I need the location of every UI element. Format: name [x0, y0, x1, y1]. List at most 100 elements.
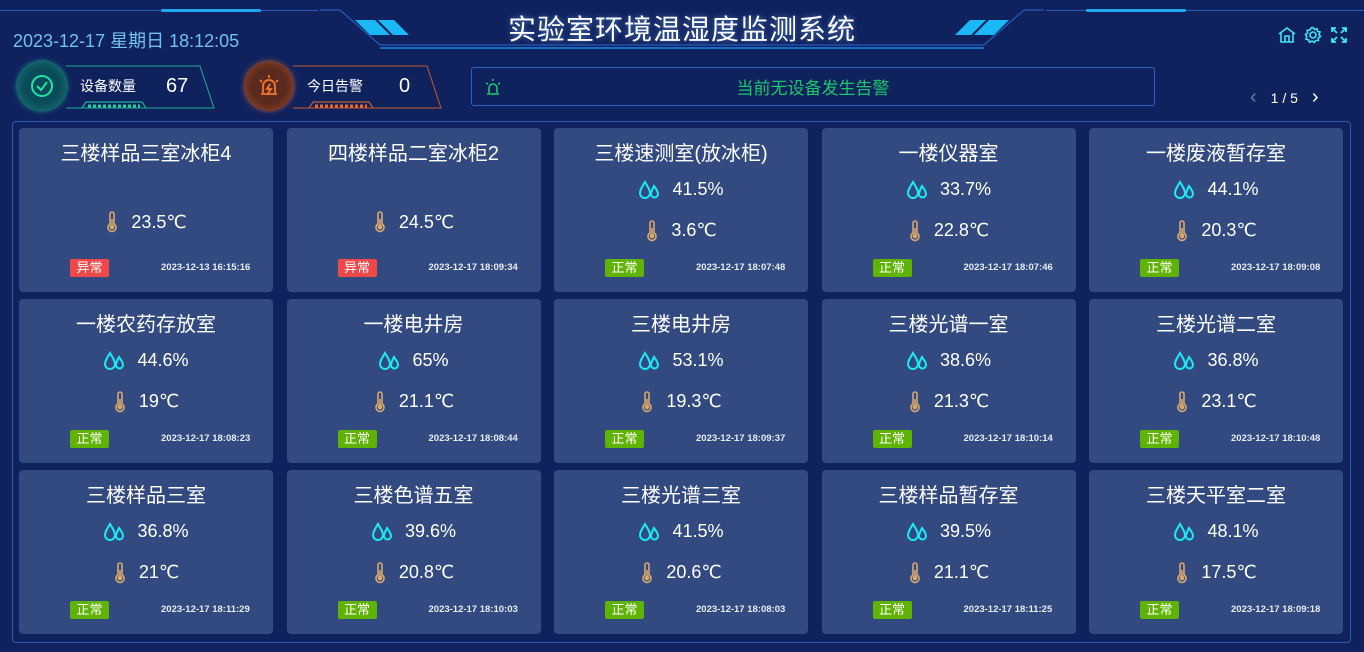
card-footer: 正常 2023-12-17 18:08:44: [287, 430, 541, 448]
thermometer-icon: [115, 561, 125, 583]
temperature-row: 21℃: [113, 561, 179, 584]
device-count-label: 设备数量: [80, 78, 136, 94]
temperature-row: 17.5℃: [1175, 561, 1257, 584]
card-footer: 正常 2023-12-17 18:10:03: [287, 601, 541, 619]
card-footer: 异常 2023-12-17 18:09:34: [287, 259, 541, 277]
prev-page-button[interactable]: ‹: [1250, 86, 1257, 108]
device-card[interactable]: 三楼光谱三室 41.5% 20.6℃ 正常 2023-12-17 18:08:03: [554, 470, 808, 634]
temperature-value: 20.8℃: [398, 562, 455, 582]
update-time: 2023-12-17 18:10:14: [963, 433, 1053, 444]
alarm-light-icon: [485, 78, 501, 101]
device-card[interactable]: 三楼天平室二室 48.1% 17.5℃ 正常 2023-12-17 18:09:18: [1089, 470, 1343, 634]
status-badge: 正常: [605, 259, 644, 277]
update-time: 2023-12-17 18:11:29: [161, 604, 250, 615]
update-time: 2023-12-17 18:11:25: [963, 604, 1053, 615]
header-glow-left: [161, 9, 261, 12]
thermometer-icon: [375, 390, 385, 412]
device-name: 三楼色谱五室: [353, 485, 474, 507]
humidity-value: 41.5%: [672, 179, 724, 199]
temperature-value: 20.3℃: [1201, 220, 1257, 240]
current-datetime: 2023-12-17 星期日 18:12:05: [13, 31, 240, 51]
thermometer-icon: [642, 390, 653, 412]
temperature-row: 23.1℃: [1175, 390, 1257, 413]
status-badge: 正常: [70, 601, 109, 619]
card-footer: 正常 2023-12-17 18:09:18: [1089, 601, 1343, 619]
device-card[interactable]: 一楼废液暂存室 44.1% 20.3℃ 正常 2023-12-17 18:09:08: [1089, 128, 1343, 292]
device-card[interactable]: 三楼样品三室冰柜4 23.5℃ 异常 2023-12-13 16:15:16: [19, 128, 273, 292]
device-card[interactable]: 一楼农药存放室 44.6% 19℃ 正常 2023-12-17 18:08:23: [19, 299, 273, 463]
device-check-icon: [18, 62, 66, 110]
temperature-row: 21.1℃: [373, 390, 454, 413]
page-indicator: 1 / 5: [1270, 89, 1298, 106]
readings: 41.5% 3.6℃: [554, 168, 808, 252]
header-glow-right: [1086, 9, 1186, 12]
home-icon[interactable]: [1278, 26, 1296, 44]
card-footer: 正常 2023-12-17 18:08:23: [19, 430, 273, 448]
status-badge: 正常: [605, 601, 644, 619]
device-card[interactable]: 一楼电井房 65% 21.1℃ 正常 2023-12-17 18:08:44: [286, 299, 541, 463]
humidity-icon: [906, 350, 927, 370]
alarm-count-value: 0: [399, 74, 411, 97]
card-footer: 正常 2023-12-17 18:07:48: [554, 259, 808, 277]
status-badge: 正常: [605, 430, 644, 448]
humidity-value: 65%: [412, 350, 449, 370]
thermometer-icon: [1177, 561, 1188, 583]
card-footer: 正常 2023-12-17 18:11:25: [822, 601, 1076, 619]
status-badge: 正常: [1140, 259, 1179, 277]
temperature-row: 20.8℃: [373, 561, 455, 584]
pagination: ‹ 1 / 5 ›: [1250, 86, 1319, 109]
device-card[interactable]: 三楼光谱二室 36.8% 23.1℃ 正常 2023-12-17 18:10:48: [1089, 299, 1343, 463]
humidity-icon: [104, 350, 125, 370]
temperature-row: 19℃: [113, 390, 179, 413]
device-card[interactable]: 四楼样品二室冰柜2 24.5℃ 异常 2023-12-17 18:09:34: [286, 128, 541, 292]
temperature-row: 19.3℃: [640, 390, 722, 413]
humidity-row: 39.5%: [906, 521, 991, 543]
temperature-value: 17.5℃: [1201, 562, 1257, 582]
temperature-row: 23.5℃: [105, 211, 187, 233]
temperature-value: 3.6℃: [671, 220, 717, 240]
temperature-row: 21.1℃: [908, 561, 989, 584]
update-time: 2023-12-17 18:10:03: [428, 604, 518, 615]
device-name: 一楼仪器室: [898, 143, 999, 165]
card-footer: 正常 2023-12-17 18:09:08: [1089, 259, 1343, 277]
header-line-left: [0, 10, 318, 11]
device-card[interactable]: 三楼色谱五室 39.6% 20.8℃ 正常 2023-12-17 18:10:03: [286, 470, 541, 634]
device-card[interactable]: 一楼仪器室 33.7% 22.8℃ 正常 2023-12-17 18:07:46: [821, 128, 1076, 292]
status-badge: 异常: [70, 259, 109, 277]
fullscreen-icon[interactable]: [1330, 26, 1348, 44]
device-name: 一楼电井房: [363, 314, 464, 336]
device-name: 三楼光谱二室: [1156, 314, 1276, 336]
device-name: 一楼农药存放室: [76, 314, 216, 336]
device-card[interactable]: 三楼光谱一室 38.6% 21.3℃ 正常 2023-12-17 18:10:14: [821, 299, 1076, 463]
temperature-row: 3.6℃: [645, 219, 717, 242]
device-card[interactable]: 三楼电井房 53.1% 19.3℃ 正常 2023-12-17 18:09:37: [554, 299, 808, 463]
device-name: 四楼样品二室冰柜2: [327, 143, 500, 165]
next-page-button[interactable]: ›: [1311, 86, 1319, 108]
temperature-value: 23.5℃: [131, 211, 187, 232]
update-time: 2023-12-17 18:08:23: [161, 433, 251, 444]
temperature-row: 21.3℃: [908, 390, 989, 413]
device-card-grid: 三楼样品三室冰柜4 23.5℃ 异常 2023-12-13 16:15:16 四楼样品二…: [19, 128, 1343, 634]
humidity-icon: [639, 350, 660, 370]
status-badge: 正常: [872, 259, 912, 277]
status-badge: 正常: [872, 430, 912, 448]
device-count-stat: 设备数量 67: [18, 62, 222, 110]
humidity-row: 65%: [378, 350, 449, 372]
temperature-value: 23.1℃: [1201, 391, 1257, 411]
device-card[interactable]: 三楼样品暂存室 39.5% 21.1℃ 正常 2023-12-17 18:11:25: [821, 470, 1076, 634]
page-title: 实验室环境温湿度监测系统: [507, 14, 856, 45]
alarm-message-bar: 当前无设备发生告警: [471, 67, 1155, 106]
update-time: 2023-12-17 18:09:18: [1231, 604, 1321, 615]
device-card[interactable]: 三楼样品三室 36.8% 21℃ 正常 2023-12-17 18:11:29: [19, 470, 273, 634]
gear-icon[interactable]: [1304, 26, 1322, 44]
humidity-icon: [906, 521, 927, 541]
header-line-right: [1046, 10, 1364, 11]
humidity-value: 38.6%: [939, 350, 992, 370]
status-badge: 正常: [1140, 430, 1179, 448]
card-footer: 正常 2023-12-17 18:10:14: [822, 430, 1076, 448]
card-footer: 异常 2023-12-13 16:15:16: [19, 259, 273, 277]
device-card[interactable]: 三楼速测室(放冰柜) 41.5% 3.6℃ 正常 2023-12-17 18:07:48: [554, 128, 808, 292]
humidity-icon: [639, 179, 660, 199]
humidity-icon: [379, 350, 400, 370]
alarm-count-label: 今日告警: [307, 78, 363, 94]
